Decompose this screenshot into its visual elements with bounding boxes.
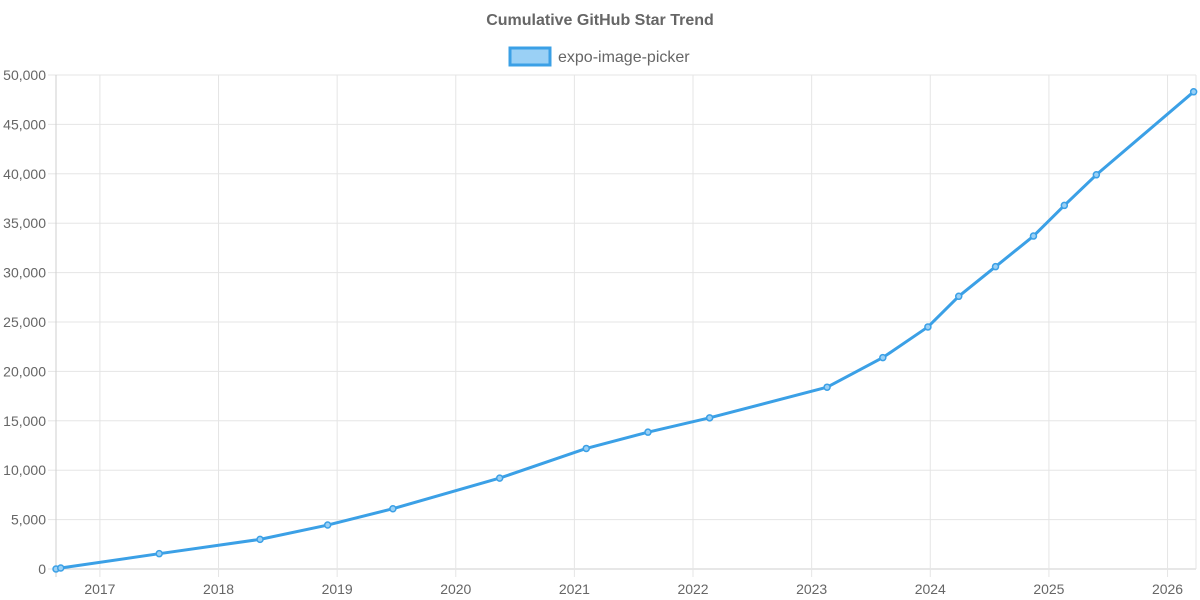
data-point[interactable] (495, 474, 504, 482)
y-tick-label: 50,000 (3, 67, 46, 83)
legend-swatch[interactable] (508, 46, 552, 67)
data-point[interactable] (1092, 171, 1101, 179)
chart-title: Cumulative GitHub Star Trend (486, 12, 714, 29)
y-tick-label: 20,000 (3, 363, 46, 379)
data-point[interactable] (823, 383, 831, 391)
data-point[interactable] (705, 414, 714, 422)
data-point[interactable] (582, 444, 591, 453)
data-point[interactable] (924, 323, 932, 331)
data-point[interactable] (991, 262, 1000, 271)
y-tick-label: 10,000 (3, 462, 46, 478)
y-tick-label: 0 (38, 561, 46, 577)
data-point[interactable] (256, 535, 264, 544)
y-tick-label: 15,000 (3, 413, 46, 429)
x-tick-label: 2021 (559, 581, 590, 597)
y-tick-label: 45,000 (3, 116, 46, 132)
data-point[interactable] (155, 549, 163, 558)
data-point[interactable] (644, 428, 652, 436)
grid (56, 74, 1197, 577)
series-expo-image-picker (52, 88, 1198, 573)
x-tick-label: 2019 (322, 581, 353, 597)
legend[interactable]: expo-image-picker (508, 46, 690, 67)
y-tick-label: 40,000 (3, 166, 46, 182)
x-tick-label: 2020 (440, 581, 471, 597)
y-tick-label: 35,000 (3, 215, 46, 231)
data-point[interactable] (56, 564, 65, 572)
y-tick-label: 5,000 (11, 512, 46, 528)
axes: 0 5,000 10,000 15,000 20,000 25,000 30,000 35,0… (3, 67, 1183, 597)
data-point[interactable] (323, 521, 332, 529)
data-point[interactable] (389, 504, 397, 513)
data-point[interactable] (1060, 201, 1069, 210)
x-tick-label: 2017 (84, 581, 115, 597)
x-tick-label: 2026 (1152, 581, 1183, 597)
x-tick-label: 2018 (203, 581, 234, 597)
x-tick-label: 2022 (677, 581, 708, 597)
data-point[interactable] (954, 292, 963, 301)
y-tick-label: 30,000 (3, 265, 46, 281)
legend-label[interactable]: expo-image-picker (558, 49, 690, 66)
x-tick-label: 2025 (1033, 581, 1064, 597)
y-tick-label: 25,000 (3, 314, 46, 330)
data-point[interactable] (879, 353, 887, 362)
x-tick-label: 2023 (796, 581, 827, 597)
x-tick-label: 2024 (915, 581, 946, 597)
data-point[interactable] (1189, 88, 1198, 96)
series-line (54, 90, 1196, 571)
data-point[interactable] (1029, 232, 1038, 240)
